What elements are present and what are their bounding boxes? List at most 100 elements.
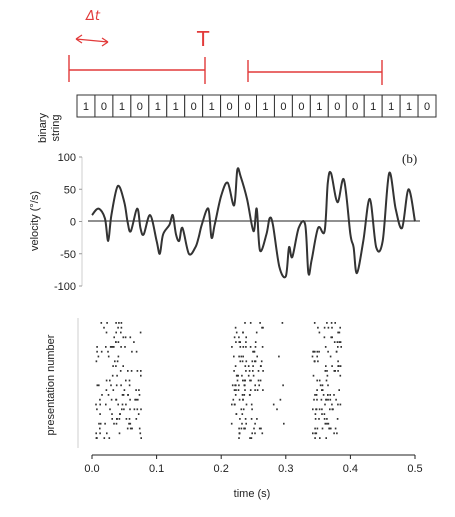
spike-raster [95,322,342,439]
spike-mark [113,346,115,348]
spike-mark [282,384,284,386]
velocity-trace [92,168,415,277]
spike-mark [110,346,112,348]
spike-mark [325,365,327,367]
spike-mark [337,370,339,372]
spike-mark [103,327,105,329]
spike-mark [326,418,328,420]
spike-mark [99,432,101,434]
spike-mark [234,404,236,406]
spike-mark [254,360,256,362]
spike-mark [137,399,139,401]
spike-mark [237,380,239,382]
spike-mark [235,341,237,343]
spike-mark [120,346,122,348]
spike-mark [115,332,117,334]
spike-mark [327,399,329,401]
spike-mark [104,423,106,425]
spike-mark [110,384,112,386]
spike-mark [238,356,240,358]
spike-mark [278,356,280,358]
spike-mark [125,380,127,382]
spike-mark [240,360,242,362]
spike-mark [329,408,331,410]
spike-mark [113,336,115,338]
spike-mark [331,327,333,329]
handwritten-annotations: Δt T [69,9,382,85]
spike-mark [321,399,323,401]
spike-mark [252,360,254,362]
annotation-delta-t: Δt [85,9,101,24]
spike-mark [234,389,236,391]
spike-mark [256,356,258,358]
spike-mark [238,389,240,391]
spike-mark [127,428,129,430]
binary-digit: 1 [262,101,268,113]
spike-mark [335,399,337,401]
binary-digit: 1 [119,101,125,113]
spike-mark [245,341,247,343]
spike-mark [330,399,332,401]
spike-mark [249,437,251,439]
velocity-panel: velocity (°/s) (b) 100 50 0 -50 -100 [29,151,420,293]
y-tick-label: -100 [54,281,76,293]
spike-mark [253,375,255,377]
spike-mark [326,399,328,401]
spike-mark [248,365,250,367]
spike-mark [327,384,329,386]
spike-mark [108,356,110,358]
spike-mark [328,327,330,329]
spike-mark [317,351,319,353]
spike-mark [137,370,139,372]
spike-mark [244,322,246,324]
spike-mark [262,370,264,372]
spike-mark [107,351,109,353]
spike-mark [331,404,333,406]
spike-mark [106,332,108,334]
spike-mark [245,365,247,367]
spike-mark [334,322,336,324]
spike-mark [334,370,336,372]
spike-mark [340,375,342,377]
spike-mark [337,365,339,367]
binary-label-line1: binary [37,113,49,143]
spike-mark [140,408,142,410]
spike-mark [236,332,238,334]
spike-mark [256,418,258,420]
spike-mark [315,418,317,420]
spike-mark [119,432,121,434]
spike-mark [117,404,119,406]
panel-label: (b) [402,151,417,166]
spike-mark [119,418,121,420]
spike-mark [252,365,254,367]
y-tick-label: 0 [70,217,76,229]
spike-mark [258,384,260,386]
spike-mark [322,428,324,430]
spike-mark [233,399,235,401]
spike-mark [312,432,314,434]
spike-mark [238,384,240,386]
spike-mark [283,423,285,425]
spike-mark [316,432,318,434]
spike-mark [125,404,127,406]
annotation-T: T [196,27,210,51]
spike-mark [255,341,257,343]
spike-mark [238,336,240,338]
spike-mark [241,428,243,430]
spike-mark [245,346,247,348]
spike-mark [115,399,117,401]
spike-mark [276,408,278,410]
spike-mark [324,418,326,420]
spike-mark [316,394,318,396]
spike-mark [340,404,342,406]
spike-mark [96,408,98,410]
spike-mark [106,380,108,382]
binary-digit: 1 [155,101,161,113]
spike-mark [106,389,108,391]
spike-mark [131,428,133,430]
spike-mark [246,404,248,406]
binary-digit: 1 [388,101,394,113]
spike-mark [315,408,317,410]
x-tick-label: 0.1 [149,463,164,475]
spike-mark [231,404,233,406]
